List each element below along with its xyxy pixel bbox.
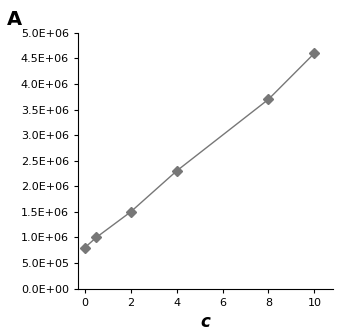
X-axis label: c: c	[200, 313, 210, 328]
Text: A: A	[7, 10, 22, 29]
